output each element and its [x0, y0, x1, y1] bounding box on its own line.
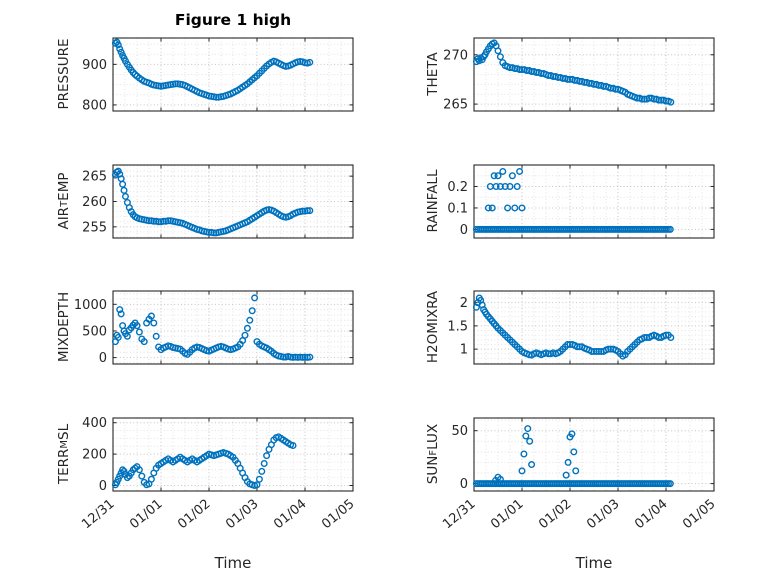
terr-msl-plot: 0 200 400 12/31 01/01 01/02 01/03 01/04 01/05 — [79, 416, 357, 533]
svg-text:0: 0 — [99, 351, 107, 366]
svg-text:500: 500 — [82, 324, 107, 339]
svg-text:1: 1 — [460, 343, 468, 358]
svg-text:01/01: 01/01 — [127, 497, 165, 533]
svg-text:1000: 1000 — [74, 298, 107, 313]
svg-text:200: 200 — [82, 448, 107, 463]
theta-plot: 265 270 — [443, 37, 715, 113]
svg-text:2: 2 — [460, 296, 468, 311]
ylabel-text: SUN — [425, 455, 441, 485]
svg-text:265: 265 — [82, 170, 107, 185]
sun-flux-plot: 0 50 12/31 01/01 01/02 01/03 01/04 01/05 — [440, 417, 719, 533]
svg-text:01/05: 01/05 — [680, 497, 718, 533]
svg-text:260: 260 — [82, 195, 107, 210]
figure-title: Figure 1 high — [174, 11, 292, 29]
ylabel-terr-msl: TERR M SL — [55, 354, 73, 554]
svg-text:0: 0 — [460, 223, 468, 238]
ylabel-text-post: EMP — [56, 172, 72, 201]
svg-text:800: 800 — [82, 98, 107, 113]
svg-text:270: 270 — [443, 48, 468, 63]
svg-text:1.5: 1.5 — [447, 319, 468, 334]
svg-text:01/01: 01/01 — [488, 497, 526, 533]
svg-text:01/03: 01/03 — [584, 497, 622, 533]
ylabel-sun-flux: SUN F LUX — [424, 354, 442, 554]
ylabel-text-post: SL — [56, 423, 72, 440]
ylabel-text: RAINFALL — [425, 169, 441, 233]
svg-text:01/05: 01/05 — [319, 497, 357, 533]
ylabel-text-post: LUX — [425, 423, 441, 450]
svg-text:900: 900 — [82, 58, 107, 73]
h2omixra-plot: 11.52 — [447, 290, 715, 365]
xlabel-time-left: Time — [214, 554, 252, 572]
svg-text:01/02: 01/02 — [175, 497, 213, 533]
ylabel-text: TERR — [56, 448, 72, 485]
svg-text:12/31: 12/31 — [79, 497, 117, 533]
ylabel-subscript: M — [58, 439, 70, 449]
svg-text:0.2: 0.2 — [447, 180, 468, 195]
air-temp-plot: 255 260 265 — [82, 164, 354, 239]
svg-text:12/31: 12/31 — [440, 497, 478, 533]
svg-text:01/02: 01/02 — [536, 497, 574, 533]
svg-text:50: 50 — [451, 424, 468, 439]
svg-text:400: 400 — [82, 416, 107, 431]
ylabel-text: H2OMIXRA — [425, 290, 441, 364]
svg-text:01/04: 01/04 — [271, 497, 309, 533]
ylabel-text: THETA — [425, 52, 441, 96]
svg-text:01/04: 01/04 — [632, 497, 670, 533]
rainfall-plot: 0 0.1 0.2 — [447, 164, 715, 239]
svg-text:0: 0 — [99, 479, 107, 494]
mixdepth-plot: 0 500 1000 — [74, 290, 354, 366]
xlabel-time-right: Time — [575, 554, 613, 572]
svg-text:0: 0 — [460, 477, 468, 492]
svg-text:265: 265 — [443, 98, 468, 113]
ylabel-text: MIXDEPTH — [56, 291, 72, 363]
svg-text:01/03: 01/03 — [223, 497, 261, 533]
ylabel-subscript: T — [58, 200, 70, 207]
pressure-plot: 800 900 — [82, 37, 354, 113]
svg-text:0.1: 0.1 — [447, 201, 468, 216]
svg-text:255: 255 — [82, 220, 107, 235]
ylabel-text: PRESSURE — [56, 38, 72, 110]
ylabel-subscript: F — [427, 449, 439, 456]
